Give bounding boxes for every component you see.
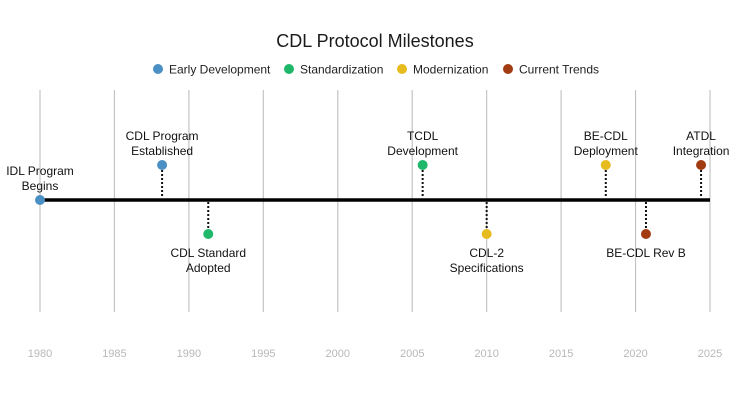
event-marker-3: [417, 160, 428, 170]
event-stems: [161, 170, 703, 229]
tick-label-1990: 1990: [177, 348, 201, 360]
year-tick-labels: 1980 1985 1990 1995 2000 2005 2010 2015 2020 2025: [28, 348, 722, 360]
event-label-1: CDL Program Established: [126, 129, 199, 158]
event-label-3: TCDL Development: [387, 129, 458, 158]
event-marker-4: [481, 229, 492, 239]
legend-marker-std: [284, 64, 294, 74]
legend: Early Development Standardization Moderniz…: [153, 63, 599, 77]
legend-label-cur: Current Trends: [519, 63, 599, 77]
event-marker-0: [35, 195, 45, 205]
tick-label-1995: 1995: [251, 348, 275, 360]
event-label-4: CDL-2 Specifications: [450, 246, 524, 275]
event-labels: IDL Program Begins CDL Program Established C…: [6, 129, 729, 275]
legend-item-mod: Modernization: [397, 63, 488, 77]
event-marker-1: [157, 160, 168, 170]
legend-marker-early: [153, 64, 163, 74]
tick-label-2020: 2020: [623, 348, 647, 360]
event-label-0: IDL Program Begins: [6, 164, 74, 193]
tick-label-2025: 2025: [698, 348, 722, 360]
event-marker-5: [600, 160, 611, 170]
tick-label-1980: 1980: [28, 348, 52, 360]
legend-label-std: Standardization: [300, 63, 383, 77]
tick-label-2005: 2005: [400, 348, 424, 360]
legend-marker-mod: [397, 64, 407, 74]
chart-title: CDL Protocol Milestones: [276, 31, 473, 51]
tick-label-2000: 2000: [326, 348, 350, 360]
event-label-6: BE-CDL Rev B: [606, 246, 686, 260]
tick-label-2010: 2010: [474, 348, 498, 360]
event-marker-7: [696, 160, 707, 170]
tick-label-1985: 1985: [102, 348, 126, 360]
legend-label-mod: Modernization: [413, 63, 488, 77]
event-marker-6: [640, 229, 651, 239]
event-markers: [35, 160, 707, 239]
legend-item-std: Standardization: [284, 63, 383, 77]
legend-label-early: Early Development: [169, 63, 271, 77]
event-label-5: BE-CDL Deployment: [574, 129, 639, 158]
legend-item-cur: Current Trends: [503, 63, 599, 77]
event-label-7: ATDL Integration: [673, 129, 730, 158]
legend-marker-cur: [503, 64, 513, 74]
event-marker-2: [203, 229, 214, 239]
tick-label-2015: 2015: [549, 348, 573, 360]
event-label-2: CDL Standard Adopted: [170, 246, 246, 275]
legend-item-early: Early Development: [153, 63, 271, 77]
